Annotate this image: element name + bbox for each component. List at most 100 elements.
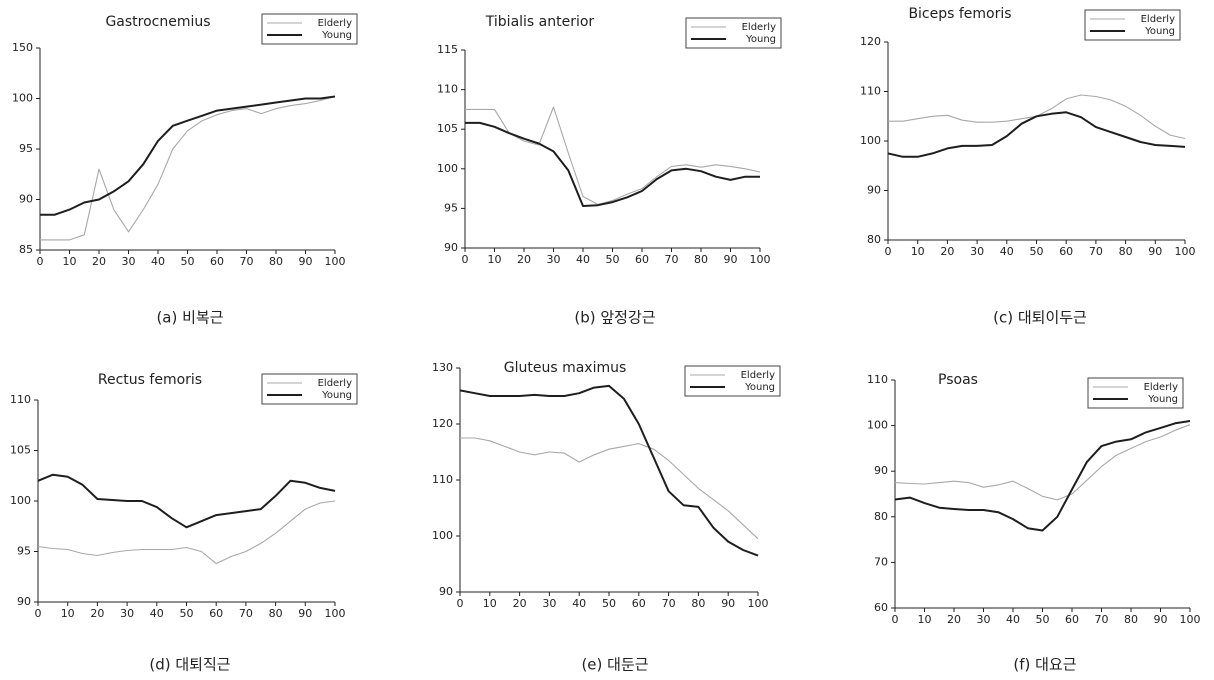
x-tick-label: 30: [547, 253, 561, 266]
x-tick-label: 40: [572, 597, 586, 610]
y-tick-label: 110: [437, 83, 458, 96]
x-tick-label: 40: [1006, 613, 1020, 626]
y-tick-label: 80: [874, 510, 888, 523]
x-tick-label: 70: [662, 597, 676, 610]
series-line: [460, 437, 759, 540]
x-tick-label: 80: [694, 253, 708, 266]
caption: (d) 대퇴직근: [149, 656, 230, 674]
y-tick-label: 105: [10, 444, 31, 457]
x-tick-label: 30: [977, 613, 991, 626]
legend-box: [261, 13, 358, 45]
x-tick-label: 0: [35, 607, 42, 620]
y-tick-label: 110: [10, 393, 31, 406]
x-tick-label: 20: [947, 613, 961, 626]
x-tick-label: 40: [1000, 245, 1014, 258]
chart-title: Rectus femoris: [98, 372, 202, 388]
x-tick-label: 20: [90, 607, 104, 620]
x-tick-label: 50: [1036, 613, 1050, 626]
x-tick-label: 90: [724, 253, 738, 266]
y-tick-label: 100: [432, 529, 453, 542]
x-tick-label: 80: [691, 597, 705, 610]
x-tick-label: 60: [632, 597, 646, 610]
y-tick-label: 120: [432, 417, 453, 430]
series-line: [887, 111, 1186, 158]
y-tick-label: 85: [19, 243, 33, 256]
legend-box: [685, 17, 782, 49]
x-tick-label: 40: [576, 253, 590, 266]
x-tick-label: 100: [748, 597, 769, 610]
series-line: [465, 106, 761, 205]
x-tick-label: 0: [885, 245, 892, 258]
caption: (e) 대둔근: [581, 656, 648, 674]
legend-box: [684, 365, 781, 397]
legend-label: Elderly: [1141, 14, 1175, 25]
y-tick-label: 60: [874, 601, 888, 614]
caption: (c) 대퇴이두근: [993, 309, 1087, 327]
x-tick-label: 30: [542, 597, 556, 610]
x-tick-label: 50: [602, 597, 616, 610]
chart-title: Psoas: [938, 372, 978, 388]
x-tick-label: 100: [1175, 245, 1196, 258]
series-line: [40, 95, 336, 241]
x-tick-label: 70: [665, 253, 679, 266]
legend-label: Young: [321, 390, 352, 401]
y-tick-label: 100: [867, 419, 888, 432]
x-tick-label: 70: [1089, 245, 1103, 258]
x-tick-label: 70: [1095, 613, 1109, 626]
y-tick-label: 80: [867, 233, 881, 246]
legend-box: [261, 373, 358, 405]
y-tick-label: 95: [19, 142, 33, 155]
x-tick-label: 100: [325, 607, 346, 620]
legend-label: Young: [744, 382, 775, 393]
y-tick-label: 100: [12, 92, 33, 105]
x-tick-label: 90: [299, 255, 313, 268]
x-tick-label: 100: [750, 253, 771, 266]
y-tick-label: 95: [444, 201, 458, 214]
legend-label: Elderly: [318, 378, 352, 389]
x-tick-label: 30: [120, 607, 134, 620]
x-tick-label: 60: [209, 607, 223, 620]
y-tick-label: 70: [874, 555, 888, 568]
y-tick-label: 90: [17, 595, 31, 608]
x-tick-label: 20: [940, 245, 954, 258]
x-tick-label: 100: [1180, 613, 1201, 626]
legend-label: Elderly: [318, 18, 352, 29]
y-tick-label: 100: [860, 134, 881, 147]
x-tick-label: 30: [970, 245, 984, 258]
chart-title: Gluteus maximus: [504, 360, 627, 376]
x-tick-label: 0: [892, 613, 899, 626]
x-tick-label: 50: [180, 607, 194, 620]
x-tick-label: 20: [92, 255, 106, 268]
legend-label: Young: [321, 30, 352, 41]
x-tick-label: 20: [517, 253, 531, 266]
x-tick-label: 0: [462, 253, 469, 266]
x-tick-label: 40: [150, 607, 164, 620]
legend-label: Elderly: [741, 370, 775, 381]
x-tick-label: 70: [239, 607, 253, 620]
chart-title: Gastrocnemius: [105, 14, 210, 30]
x-tick-label: 10: [918, 613, 932, 626]
x-tick-label: 0: [457, 597, 464, 610]
x-tick-label: 10: [488, 253, 502, 266]
legend-label: Elderly: [742, 22, 776, 33]
x-tick-label: 30: [122, 255, 136, 268]
legend-label: Young: [1147, 394, 1178, 405]
chart-title: Tibialis anterior: [485, 14, 595, 30]
x-tick-label: 60: [1065, 613, 1079, 626]
caption: (a) 비복근: [156, 309, 223, 327]
x-tick-label: 90: [1148, 245, 1162, 258]
x-tick-label: 10: [483, 597, 497, 610]
x-tick-label: 80: [269, 607, 283, 620]
x-tick-label: 40: [151, 255, 165, 268]
y-tick-label: 110: [867, 373, 888, 386]
series-line: [894, 424, 1191, 501]
x-tick-label: 90: [721, 597, 735, 610]
caption: (b) 앞정강근: [574, 309, 655, 327]
y-tick-label: 130: [432, 361, 453, 374]
x-tick-label: 60: [1059, 245, 1073, 258]
y-tick-label: 110: [432, 473, 453, 486]
series-line: [459, 384, 759, 557]
series-line: [37, 473, 336, 529]
y-tick-label: 90: [874, 464, 888, 477]
